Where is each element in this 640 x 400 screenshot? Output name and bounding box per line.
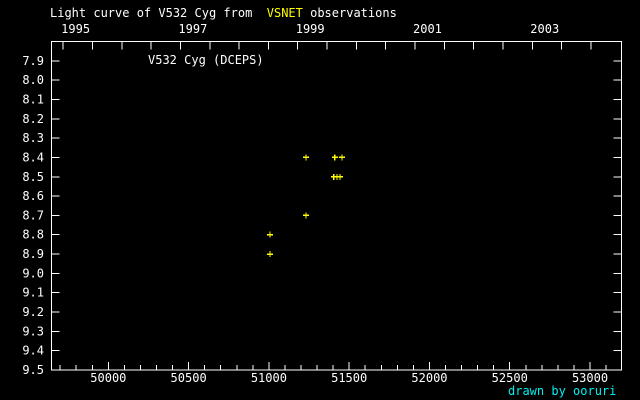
data-point-marker <box>338 154 345 161</box>
top-axis-year-label: 2003 <box>530 22 559 36</box>
data-point-marker <box>267 251 274 258</box>
data-point-marker <box>267 231 274 238</box>
chart-title: Light curve of V532 Cyg from VSNET obser… <box>50 6 397 20</box>
bottom-axis-tick-label: 52000 <box>411 371 447 385</box>
credit-text: drawn by ooruri <box>508 384 617 398</box>
data-point-marker <box>302 212 309 219</box>
inner-chart-label: V532 Cyg (DCEPS) <box>148 53 264 67</box>
data-point-marker <box>337 173 344 180</box>
y-axis-tick-label: 7.9 <box>22 54 44 68</box>
y-axis-tick-label: 8.5 <box>22 170 44 184</box>
y-axis-tick-label: 8.3 <box>22 131 44 145</box>
chart-title-suffix: observations <box>302 6 397 20</box>
top-axis-year-label: 1999 <box>296 22 325 36</box>
data-point-marker <box>302 154 309 161</box>
bottom-axis-tick-label: 51000 <box>251 371 287 385</box>
top-axis-year-label: 1997 <box>178 22 207 36</box>
y-axis-tick-label: 9.1 <box>22 286 44 300</box>
y-axis-tick-label: 8.2 <box>22 112 44 126</box>
top-axis-year-label: 1995 <box>61 22 90 36</box>
y-axis-tick-label: 9.0 <box>22 266 44 280</box>
chart-title-prefix: Light curve of V532 Cyg from <box>50 6 267 20</box>
y-axis-tick-label: 9.5 <box>22 363 44 377</box>
top-axis-year-label: 2001 <box>413 22 442 36</box>
y-axis-tick-label: 8.6 <box>22 189 44 203</box>
y-axis-tick-label: 8.1 <box>22 92 44 106</box>
chart-title-brand: VSNET <box>266 6 303 20</box>
bottom-axis-tick-label: 50000 <box>90 371 126 385</box>
data-point-marker <box>331 154 338 161</box>
y-axis-tick-label: 8.7 <box>22 208 44 222</box>
bottom-axis-tick-label: 50500 <box>171 371 207 385</box>
y-axis-tick-label: 8.9 <box>22 247 44 261</box>
y-axis-tick-label: 9.4 <box>22 344 44 358</box>
bottom-axis-tick-label: 51500 <box>331 371 367 385</box>
y-axis-tick-label: 9.3 <box>22 324 44 338</box>
y-axis-tick-label: 8.0 <box>22 73 44 87</box>
bottom-axis-tick-label: 52500 <box>492 371 528 385</box>
plot-frame <box>51 41 622 371</box>
y-axis-tick-label: 9.2 <box>22 305 44 319</box>
bottom-axis-tick-label: 53000 <box>572 371 608 385</box>
y-axis-tick-label: 8.8 <box>22 228 44 242</box>
y-axis-tick-label: 8.4 <box>22 150 44 164</box>
